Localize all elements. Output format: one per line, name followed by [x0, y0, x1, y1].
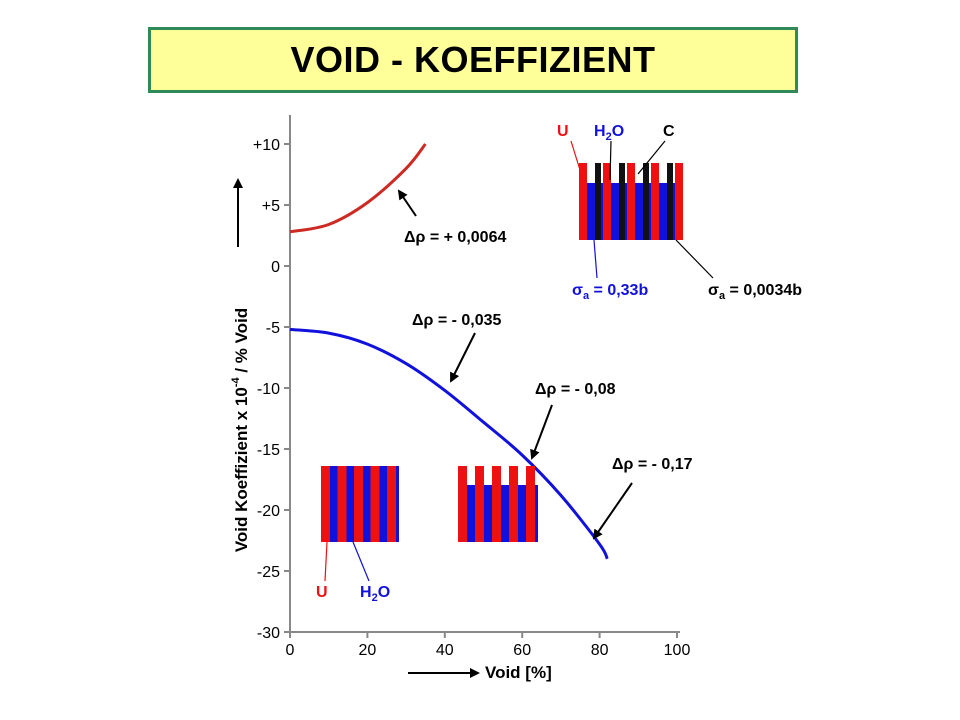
stripe-red [651, 163, 659, 240]
stripe-red [354, 466, 363, 542]
x-tick-label: 0 [286, 642, 295, 659]
y-tick-label: -25 [257, 564, 280, 581]
stripe-red [387, 466, 396, 542]
y-axis-label: Void Koeffizient x 10-4 / % Void [230, 308, 251, 552]
y-tick-label: -5 [266, 320, 280, 337]
annotation-label-4: Δρ = - 0,17 [612, 456, 693, 473]
stripe-red [526, 466, 535, 542]
y-tick-label: -10 [257, 381, 280, 398]
y-tick-label: 0 [271, 259, 280, 276]
x-tick-label: 100 [664, 642, 691, 659]
sigma-label-right: σa = 0,0034b [708, 282, 802, 302]
y-tick-label: -20 [257, 503, 280, 520]
stripe-black [595, 163, 601, 240]
inset-bottom-left-stripes [321, 466, 399, 542]
stripe-black [643, 163, 649, 240]
stripe-red [321, 466, 330, 542]
x-axis-ticks: 0 20 40 60 80 100 [286, 632, 691, 659]
inset-top-stripes [579, 163, 683, 240]
inset-bottom-pointer-h2o [352, 541, 370, 582]
x-tick-label: 60 [513, 642, 531, 659]
stripe-red [458, 466, 467, 542]
y-tick-label: +5 [262, 198, 280, 215]
stripe-red [603, 163, 611, 240]
inset-bottom-label-u: U [316, 584, 328, 601]
stripe-black [667, 163, 673, 240]
stripe-black [619, 163, 625, 240]
inset-top-diagram: U H2O C σa = 0,33b σa = 0,0034b [557, 123, 802, 302]
annotation-label-1: Δρ = + 0,0064 [404, 229, 506, 246]
inset-bottom-right-stripes [458, 466, 538, 542]
stripe-red [337, 466, 347, 542]
inset-top-pointer-sigma-left [593, 239, 598, 279]
annotation-label-3: Δρ = - 0,08 [535, 381, 616, 398]
inset-top-label-u: U [557, 123, 569, 140]
annotation-arrow-3 [530, 404, 553, 460]
stripe-red [675, 163, 683, 240]
annotation-arrow-2 [450, 332, 476, 383]
annotation-arrow-1 [397, 189, 417, 217]
annotation-arrow-4 [592, 482, 633, 540]
inset-top-pointer-c [637, 140, 666, 175]
x-tick-label: 80 [591, 642, 609, 659]
inset-top-pointer-sigma-right [675, 239, 714, 279]
y-tick-label: -15 [257, 442, 280, 459]
inset-bottom-diagram: U H2O [316, 466, 538, 604]
y-axis-ticks: +10 +5 0 -5 -10 -15 -20 -25 -30 [253, 137, 290, 642]
inset-bottom-pointer-u [324, 541, 328, 582]
series-blue-curve [289, 327, 609, 560]
x-axis-label: Void [%] [485, 663, 552, 682]
sigma-label-left: σa = 0,33b [572, 282, 648, 302]
x-tick-label: 40 [436, 642, 454, 659]
stripe-red [627, 163, 635, 240]
stripe-red [475, 466, 484, 542]
inset-top-pointer-h2o [609, 140, 612, 181]
title-box: VOID - KOEFFIZIENT [148, 27, 798, 93]
series-red-curve [289, 143, 427, 234]
annotation-label-2: Δρ = - 0,035 [412, 312, 502, 329]
y-tick-label: +10 [253, 137, 280, 154]
inset-top-pointer-u [570, 140, 581, 171]
stripe-red [370, 466, 380, 542]
stripe-red [492, 466, 501, 542]
stripe-red [509, 466, 518, 542]
inset-top-label-h2o: H2O [594, 123, 624, 143]
stripe-red [579, 163, 587, 240]
x-tick-label: 20 [359, 642, 377, 659]
y-tick-label: -30 [257, 625, 280, 642]
inset-top-label-c: C [663, 123, 675, 140]
inset-bottom-label-h2o: H2O [360, 584, 390, 604]
page-title: VOID - KOEFFIZIENT [290, 39, 656, 80]
